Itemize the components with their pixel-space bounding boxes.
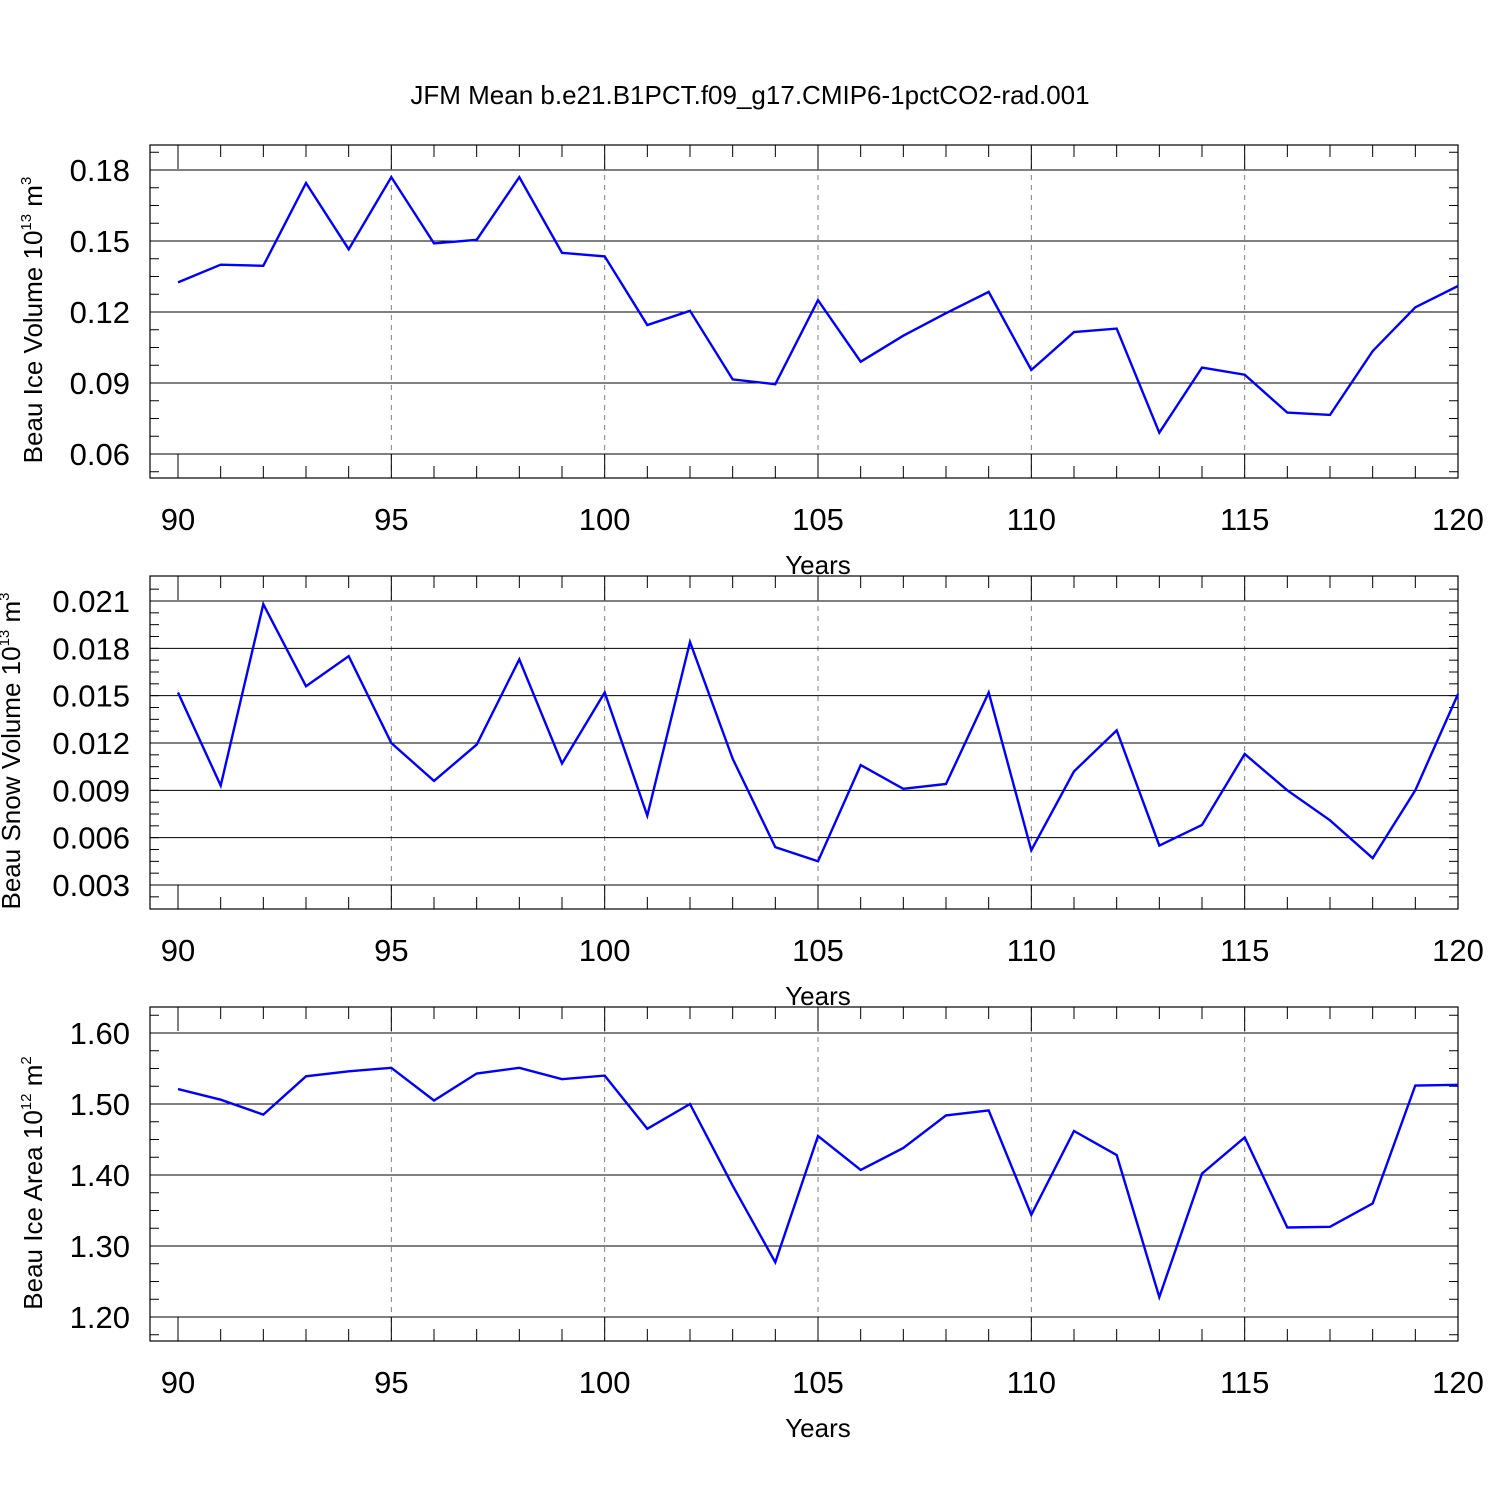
- x-tick-label: 110: [1007, 502, 1056, 537]
- y-tick-label: 1.50: [70, 1087, 130, 1122]
- x-tick-label: 95: [374, 502, 408, 537]
- y-tick-label: 0.18: [70, 153, 130, 188]
- y-tick-label: 0.06: [70, 437, 130, 472]
- y-tick-label: 1.60: [70, 1016, 130, 1051]
- figure-title: JFM Mean b.e21.B1PCT.f09_g17.CMIP6-1pctC…: [410, 80, 1090, 110]
- y-tick-label: 1.40: [70, 1158, 130, 1193]
- data-series-line: [176, 600, 1460, 863]
- x-axis-title: Years: [785, 550, 851, 580]
- y-tick-label: 0.009: [52, 773, 130, 808]
- x-tick-label: 120: [1432, 933, 1484, 968]
- x-tick-label: 95: [374, 933, 408, 968]
- x-tick-label: 115: [1220, 502, 1269, 537]
- data-series-line: [177, 1066, 1459, 1302]
- y-tick-label: 0.006: [52, 821, 130, 856]
- x-tick-label: 90: [161, 502, 195, 537]
- ice-area-panel: 1.20 1.30 1.40 1.50 1.60 90 95 100 105 110 115 120 Y…: [18, 1006, 1484, 1443]
- snow-volume-panel: 0.003 0.006 0.009 0.012 0.015 0.018 0.021 90 95 1…: [0, 575, 1484, 1011]
- data-series-line: [177, 174, 1459, 436]
- x-tick-label: 120: [1432, 502, 1484, 537]
- x-tick-label: 105: [792, 1365, 844, 1400]
- x-tick-label: 105: [792, 933, 844, 968]
- y-tick-label: 0.021: [52, 584, 130, 619]
- y-tick-label: 1.20: [70, 1300, 130, 1335]
- x-tick-label: 110: [1007, 1365, 1056, 1400]
- x-tick-label: 120: [1432, 1365, 1484, 1400]
- y-tick-label: 0.015: [52, 679, 130, 714]
- y-tick-label: 1.30: [70, 1229, 130, 1264]
- x-tick-label: 110: [1007, 933, 1056, 968]
- y-tick-label: 0.003: [52, 868, 130, 903]
- x-tick-label: 95: [374, 1365, 408, 1400]
- x-axis-title: Years: [785, 981, 851, 1011]
- y-tick-label: 0.09: [70, 366, 130, 401]
- y-axis-title: Beau Snow Volume 1013 m3: [0, 593, 26, 910]
- x-tick-label: 90: [161, 933, 195, 968]
- y-tick-label: 0.012: [52, 726, 130, 761]
- y-tick-label: 0.12: [70, 295, 130, 330]
- x-tick-label: 115: [1220, 1365, 1269, 1400]
- y-axis-title: Beau Ice Volume 1013 m3: [18, 177, 48, 464]
- y-axis-title: Beau Ice Area 1012 m2: [18, 1056, 48, 1309]
- ice-volume-panel: 0.06 0.09 0.12 0.15 0.18 90 95 100 105 110 115 120 Y…: [18, 144, 1484, 580]
- x-tick-label: 105: [792, 502, 844, 537]
- x-tick-label: 100: [579, 502, 631, 537]
- x-axis-title: Years: [785, 1413, 851, 1443]
- plot-frame: [149, 1006, 1459, 1342]
- y-tick-label: 0.15: [70, 224, 130, 259]
- y-tick-label: 0.018: [52, 631, 130, 666]
- x-tick-label: 100: [579, 1365, 631, 1400]
- x-tick-label: 115: [1220, 933, 1269, 968]
- x-tick-label: 100: [579, 933, 631, 968]
- x-tick-label: 90: [161, 1365, 195, 1400]
